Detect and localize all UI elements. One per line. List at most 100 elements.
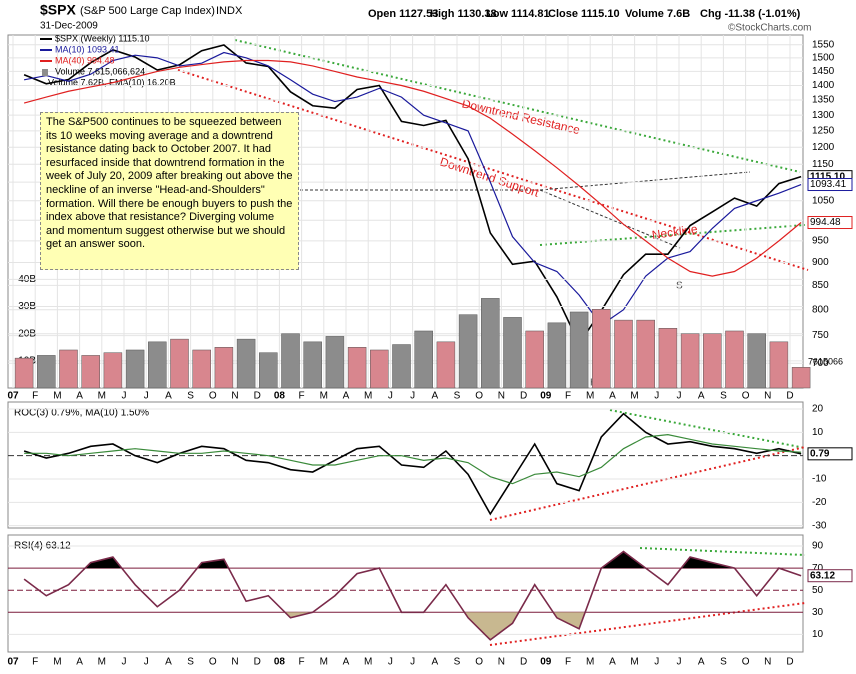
- open: Open 1127.53: [368, 8, 438, 20]
- y-tick-label: 1150: [812, 159, 834, 170]
- x-tick-label: N: [231, 391, 238, 402]
- series-line: [23, 550, 802, 641]
- y-tick-label: 700: [812, 358, 829, 369]
- volume-bar: [59, 349, 78, 389]
- x-tick-label: M: [364, 657, 372, 668]
- y-tick-label: 20: [812, 404, 824, 415]
- volume-bar: [569, 311, 589, 389]
- y-tick-label: 1350: [812, 95, 835, 106]
- x-tick-label: A: [343, 657, 350, 668]
- x-tick-label: J: [410, 657, 415, 668]
- x-tick-label: M: [586, 391, 594, 402]
- volume-bar: [481, 298, 500, 389]
- volume-bar: [436, 341, 456, 389]
- volume-bar: [303, 341, 322, 389]
- y-tick-label: 10: [812, 427, 824, 438]
- legend-entry: MA(40) 994.48: [55, 55, 115, 65]
- last-value-label: 1093.41: [810, 179, 847, 190]
- neckline-label: Neckline: [651, 222, 699, 242]
- x-tick-label: 07: [7, 391, 19, 402]
- volume-bar: [769, 341, 789, 389]
- volume-bar: [592, 309, 611, 389]
- x-tick-label: M: [630, 657, 638, 668]
- value-box: [807, 569, 853, 583]
- volume-bar: [236, 338, 256, 389]
- volume-bar: [81, 355, 100, 389]
- volume-bar: [725, 330, 744, 389]
- volume-bar: [658, 328, 678, 389]
- y-tick-label: -30: [812, 520, 827, 531]
- low: Low 1114.81: [486, 8, 550, 20]
- x-tick-label: A: [431, 657, 438, 668]
- legend-swatch: [42, 69, 48, 76]
- last-value-label: 63.12: [810, 570, 835, 581]
- volume-bar: [636, 319, 655, 389]
- x-tick-label: J: [144, 657, 149, 668]
- y-tick-label: 1450: [812, 66, 835, 77]
- y-tick-label: 1550: [812, 39, 835, 50]
- x-tick-label: A: [76, 391, 83, 402]
- volume-bar: [370, 349, 389, 389]
- x-tick-label: 09: [540, 657, 552, 668]
- x-tick-label: N: [498, 391, 505, 402]
- credit: ©StockCharts.com: [728, 23, 812, 34]
- volume-bar: [103, 352, 123, 389]
- x-tick-label: A: [343, 391, 350, 402]
- volume: Volume 7.6B: [625, 8, 690, 20]
- x-tick-label: A: [609, 657, 616, 668]
- y-tick-label: 850: [812, 280, 829, 291]
- x-tick-label: D: [254, 657, 261, 668]
- volume-bar: [170, 338, 189, 389]
- x-tick-label: N: [764, 391, 771, 402]
- x-tick-label: F: [32, 391, 38, 402]
- x-tick-label: M: [53, 391, 61, 402]
- oversold-fill: [284, 612, 586, 640]
- y-tick-label: 800: [812, 304, 829, 315]
- y-tick-label: 950: [812, 235, 829, 246]
- x-tick-label: 09: [540, 391, 552, 402]
- y-tick-label: 50: [812, 585, 824, 596]
- volume-bar: [148, 341, 167, 389]
- symbol: $SPX: [40, 2, 76, 18]
- y-tick-label: -10: [812, 474, 827, 485]
- change: Chg -11.38 (-1.01%): [700, 8, 801, 20]
- x-tick-label: D: [254, 391, 261, 402]
- y-tick-label: 70: [812, 563, 824, 574]
- x-tick-label: S: [187, 657, 194, 668]
- x-tick-label: J: [677, 391, 682, 402]
- legend-entry: MA(10) 1093.41: [55, 44, 120, 54]
- x-tick-label: J: [122, 391, 127, 402]
- series-line: [23, 51, 802, 326]
- x-tick-label: J: [144, 391, 149, 402]
- x-tick-label: M: [53, 657, 61, 668]
- x-tick-label: 08: [274, 657, 286, 668]
- volume-bar: [525, 330, 544, 389]
- y-tick-label: 1200: [812, 142, 835, 153]
- y-tick-label: 900: [812, 257, 829, 268]
- index-name: (S&P 500 Large Cap Index): [80, 5, 215, 17]
- series-line: [23, 412, 802, 516]
- x-tick-label: S: [187, 391, 194, 402]
- volume-bar: [392, 344, 411, 389]
- volume-bar: [125, 349, 145, 389]
- legend-entry: Volume 7,615,066,624: [55, 66, 145, 76]
- close: Close 1115.10: [548, 8, 620, 20]
- y-tick-label: 1050: [812, 195, 835, 206]
- x-tick-label: J: [654, 657, 659, 668]
- volume-bar: [747, 333, 766, 389]
- date: 31-Dec-2009: [40, 21, 98, 32]
- x-tick-label: F: [32, 657, 38, 668]
- x-tick-label: D: [786, 391, 793, 402]
- x-tick-label: A: [431, 391, 438, 402]
- x-tick-label: M: [320, 657, 328, 668]
- x-tick-label: A: [165, 391, 172, 402]
- series-line: [23, 59, 802, 277]
- volume-bar: [791, 367, 811, 389]
- volume-bar: [37, 355, 56, 389]
- y-tick-label: -20: [812, 497, 827, 508]
- x-tick-label: N: [764, 657, 771, 668]
- x-tick-label: J: [388, 391, 393, 402]
- x-tick-label: O: [475, 391, 483, 402]
- x-tick-label: S: [454, 391, 461, 402]
